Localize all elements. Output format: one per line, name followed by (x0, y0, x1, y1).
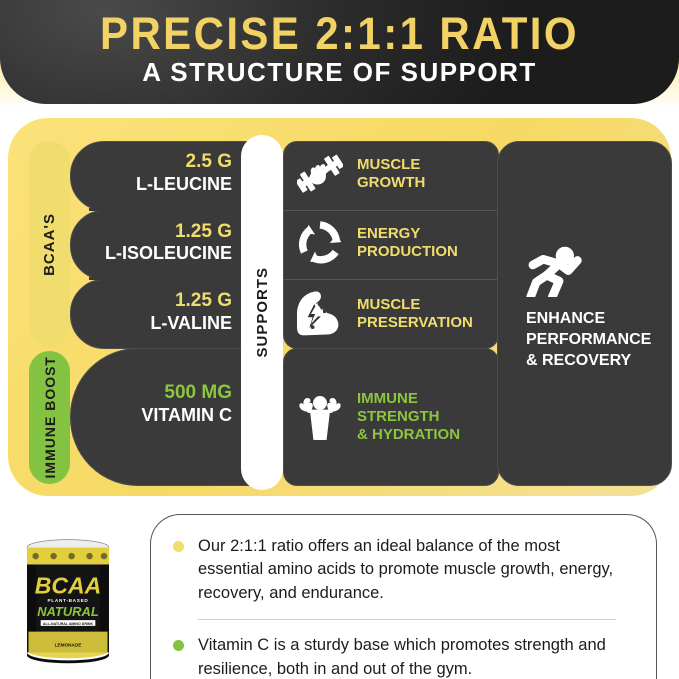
svg-text:NATURAL: NATURAL (37, 604, 99, 619)
svg-text:PLANT-BASED: PLANT-BASED (47, 598, 88, 603)
svg-text:LEMONADE: LEMONADE (55, 643, 82, 648)
svg-text:ALL-NATURAL AMINO DRINK: ALL-NATURAL AMINO DRINK (43, 622, 94, 626)
svg-text:BCAA: BCAA (35, 573, 101, 599)
